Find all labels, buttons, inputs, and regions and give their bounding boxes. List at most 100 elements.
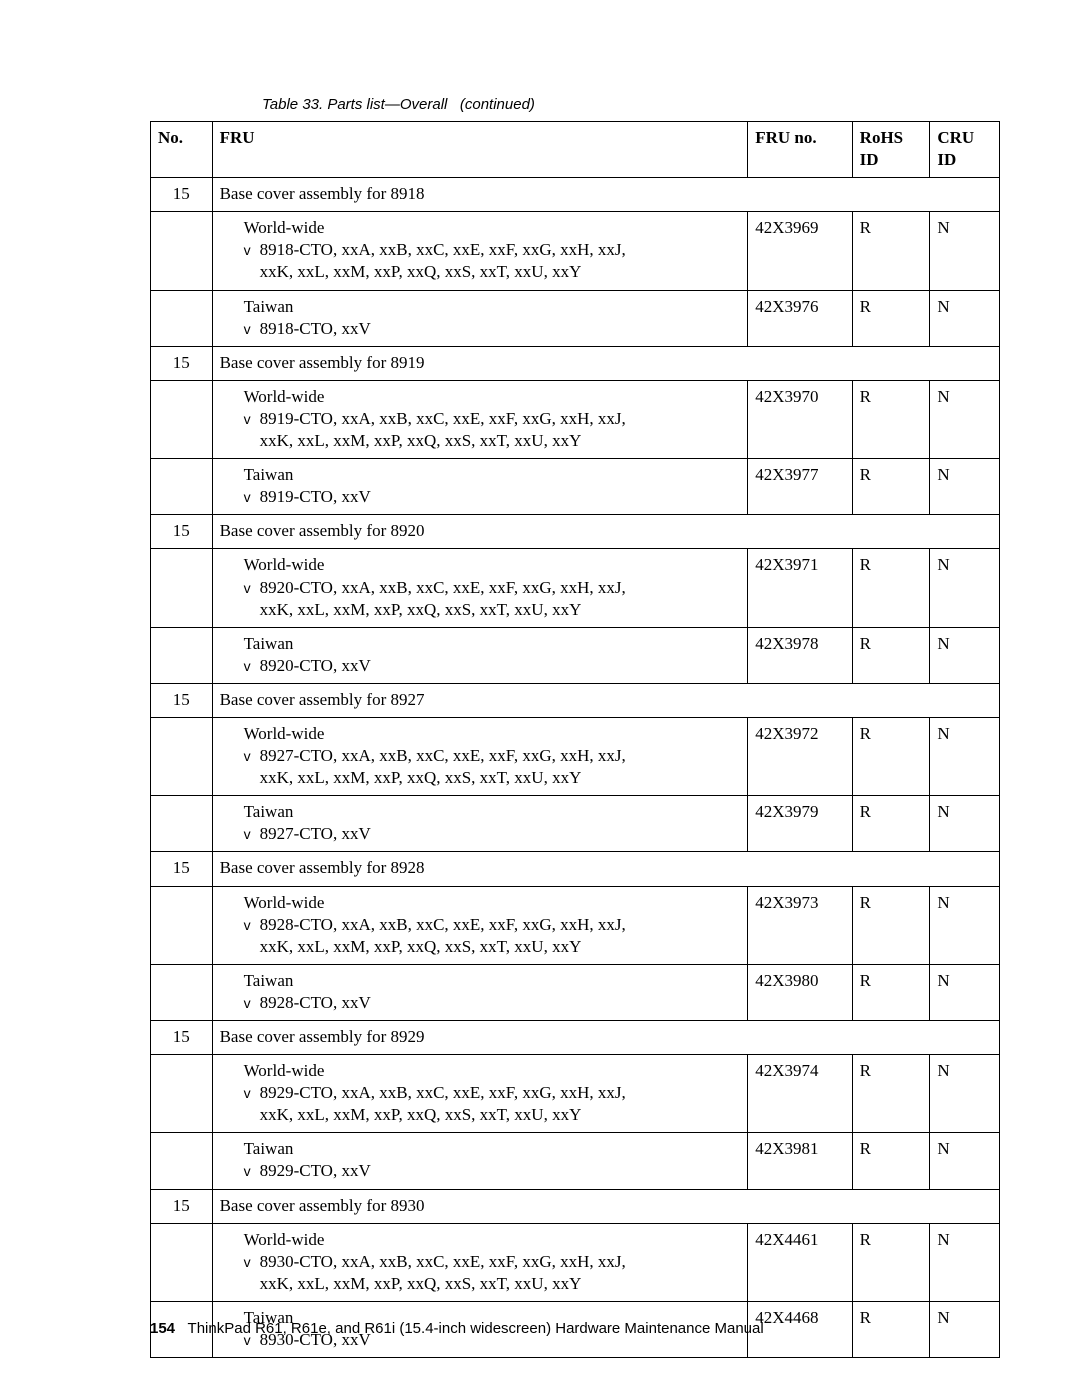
table-row: World-widev8929-CTO, xxA, xxB, xxC, xxE,… — [151, 1055, 1000, 1133]
bullet-line: v8918-CTO, xxV — [244, 318, 741, 340]
cell-frun: 42X3969 — [748, 212, 852, 290]
cell-fru-detail: World-widev8918-CTO, xxA, xxB, xxC, xxE,… — [212, 212, 748, 290]
cell-no-blank — [151, 549, 213, 627]
cell-cru: N — [930, 886, 1000, 964]
cell-fru-detail: World-widev8928-CTO, xxA, xxB, xxC, xxE,… — [212, 886, 748, 964]
taiwan-label: Taiwan — [244, 970, 741, 992]
cell-fru-detail: Taiwanv8927-CTO, xxV — [212, 796, 748, 852]
cell-section: Base cover assembly for 8920 — [212, 515, 999, 549]
caption-suffix: Overall — [400, 96, 448, 113]
cell-cru: N — [930, 717, 1000, 795]
cell-rohs: R — [852, 627, 930, 683]
cell-section: Base cover assembly for 8929 — [212, 1021, 999, 1055]
worldwide-label: World-wide — [244, 217, 741, 239]
table-row: World-widev8920-CTO, xxA, xxB, xxC, xxE,… — [151, 549, 1000, 627]
cell-rohs: R — [852, 1223, 930, 1301]
cell-fru-detail: World-widev8930-CTO, xxA, xxB, xxC, xxE,… — [212, 1223, 748, 1301]
cell-cru: N — [930, 459, 1000, 515]
worldwide-label: World-wide — [244, 723, 741, 745]
col-fru: FRU — [212, 122, 748, 178]
cell-no-blank — [151, 886, 213, 964]
cell-cru: N — [930, 796, 1000, 852]
cell-rohs: R — [852, 459, 930, 515]
table-header-row: No. FRU FRU no. RoHS ID CRU ID — [151, 122, 1000, 178]
cell-no-blank — [151, 1223, 213, 1301]
cell-no: 15 — [151, 683, 213, 717]
cell-no-blank — [151, 796, 213, 852]
table-row: World-widev8930-CTO, xxA, xxB, xxC, xxE,… — [151, 1223, 1000, 1301]
cell-no-blank — [151, 459, 213, 515]
cell-fru-detail: Taiwanv8928-CTO, xxV — [212, 964, 748, 1020]
cell-section: Base cover assembly for 8928 — [212, 852, 999, 886]
table-row: Taiwanv8919-CTO, xxV42X3977RN — [151, 459, 1000, 515]
cell-rohs: R — [852, 549, 930, 627]
table-row: Taiwanv8918-CTO, xxV42X3976RN — [151, 290, 1000, 346]
cell-cru: N — [930, 1301, 1000, 1357]
footer-text: ThinkPad R61, R61e, and R61i (15.4-inch … — [188, 1320, 764, 1337]
cell-cru: N — [930, 964, 1000, 1020]
cell-rohs: R — [852, 380, 930, 458]
bullet-line: v8919-CTO, xxA, xxB, xxC, xxE, xxF, xxG,… — [244, 408, 741, 430]
table-row: World-widev8919-CTO, xxA, xxB, xxC, xxE,… — [151, 380, 1000, 458]
cell-frun: 42X3972 — [748, 717, 852, 795]
bullet-line: v8919-CTO, xxV — [244, 486, 741, 508]
cell-rohs: R — [852, 1055, 930, 1133]
bullet-line: v8920-CTO, xxV — [244, 655, 741, 677]
bullet-line: xxK, xxL, xxM, xxP, xxQ, xxS, xxT, xxU, … — [244, 767, 741, 789]
cell-fru-detail: World-widev8919-CTO, xxA, xxB, xxC, xxE,… — [212, 380, 748, 458]
taiwan-label: Taiwan — [244, 296, 741, 318]
table-row: 15Base cover assembly for 8927 — [151, 683, 1000, 717]
bullet-line: v8920-CTO, xxA, xxB, xxC, xxE, xxF, xxG,… — [244, 577, 741, 599]
cell-frun: 42X4461 — [748, 1223, 852, 1301]
cell-rohs: R — [852, 886, 930, 964]
cell-frun: 42X3970 — [748, 380, 852, 458]
bullet-line: v8927-CTO, xxV — [244, 823, 741, 845]
cell-no-blank — [151, 1055, 213, 1133]
bullet-line: v8928-CTO, xxV — [244, 992, 741, 1014]
page-number: 154 — [150, 1320, 175, 1337]
col-cru: CRU ID — [930, 122, 1000, 178]
cell-frun: 42X3974 — [748, 1055, 852, 1133]
table-row: 15Base cover assembly for 8918 — [151, 178, 1000, 212]
cell-section: Base cover assembly for 8919 — [212, 346, 999, 380]
bullet-line: v8929-CTO, xxA, xxB, xxC, xxE, xxF, xxG,… — [244, 1082, 741, 1104]
cell-section: Base cover assembly for 8927 — [212, 683, 999, 717]
cell-fru-detail: World-widev8920-CTO, xxA, xxB, xxC, xxE,… — [212, 549, 748, 627]
bullet-line: v8928-CTO, xxA, xxB, xxC, xxE, xxF, xxG,… — [244, 914, 741, 936]
cell-cru: N — [930, 549, 1000, 627]
worldwide-label: World-wide — [244, 554, 741, 576]
col-no: No. — [151, 122, 213, 178]
bullet-line: xxK, xxL, xxM, xxP, xxQ, xxS, xxT, xxU, … — [244, 936, 741, 958]
taiwan-label: Taiwan — [244, 1138, 741, 1160]
cell-cru: N — [930, 627, 1000, 683]
table-row: 15Base cover assembly for 8928 — [151, 852, 1000, 886]
cell-fru-detail: Taiwanv8929-CTO, xxV — [212, 1133, 748, 1189]
col-rohs: RoHS ID — [852, 122, 930, 178]
cell-frun: 42X3971 — [748, 549, 852, 627]
caption-continued: (continued) — [460, 96, 535, 113]
caption-prefix: Table 33. Parts list — [262, 96, 385, 113]
bullet-line: v8929-CTO, xxV — [244, 1160, 741, 1182]
bullet-line: xxK, xxL, xxM, xxP, xxQ, xxS, xxT, xxU, … — [244, 599, 741, 621]
cell-fru-detail: Taiwanv8919-CTO, xxV — [212, 459, 748, 515]
table-caption: Table 33. Parts list—Overall (continued) — [262, 96, 1000, 113]
cell-rohs: R — [852, 717, 930, 795]
cell-cru: N — [930, 1133, 1000, 1189]
cell-cru: N — [930, 212, 1000, 290]
cell-fru-detail: World-widev8929-CTO, xxA, xxB, xxC, xxE,… — [212, 1055, 748, 1133]
table-row: World-widev8927-CTO, xxA, xxB, xxC, xxE,… — [151, 717, 1000, 795]
cell-rohs: R — [852, 964, 930, 1020]
cell-rohs: R — [852, 1133, 930, 1189]
cell-section: Base cover assembly for 8930 — [212, 1189, 999, 1223]
cell-cru: N — [930, 290, 1000, 346]
cell-fru-detail: Taiwanv8918-CTO, xxV — [212, 290, 748, 346]
table-row: Taiwanv8929-CTO, xxV42X3981RN — [151, 1133, 1000, 1189]
cell-cru: N — [930, 1223, 1000, 1301]
bullet-line: v8930-CTO, xxA, xxB, xxC, xxE, xxF, xxG,… — [244, 1251, 741, 1273]
cell-frun: 42X3977 — [748, 459, 852, 515]
worldwide-label: World-wide — [244, 1060, 741, 1082]
parts-table: No. FRU FRU no. RoHS ID CRU ID 15Base co… — [150, 121, 1000, 1358]
taiwan-label: Taiwan — [244, 801, 741, 823]
bullet-line: xxK, xxL, xxM, xxP, xxQ, xxS, xxT, xxU, … — [244, 430, 741, 452]
cell-no-blank — [151, 1133, 213, 1189]
